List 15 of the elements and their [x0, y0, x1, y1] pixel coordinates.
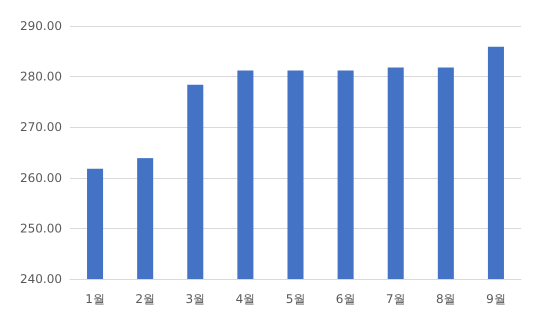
y-tick-label: 250.00: [20, 221, 62, 236]
y-tick-label: 290.00: [20, 19, 62, 33]
x-tick-label: 4월: [236, 292, 256, 306]
x-tick-label: 5월: [286, 292, 306, 306]
y-tick-label: 240.00: [20, 272, 62, 286]
x-tick-label: 1월: [85, 292, 105, 306]
x-tick-label: 6월: [336, 292, 356, 306]
x-tick-label: 8월: [436, 292, 456, 306]
x-tick-label: 2월: [135, 292, 155, 306]
x-tick-label: 9월: [486, 292, 506, 306]
y-tick-label: 280.00: [20, 70, 62, 84]
x-tick-label: 7월: [386, 292, 406, 306]
x-tick-label: 3월: [185, 292, 206, 306]
y-tick-label: 260.00: [20, 170, 62, 185]
y-tick-label: 270.00: [20, 120, 62, 134]
